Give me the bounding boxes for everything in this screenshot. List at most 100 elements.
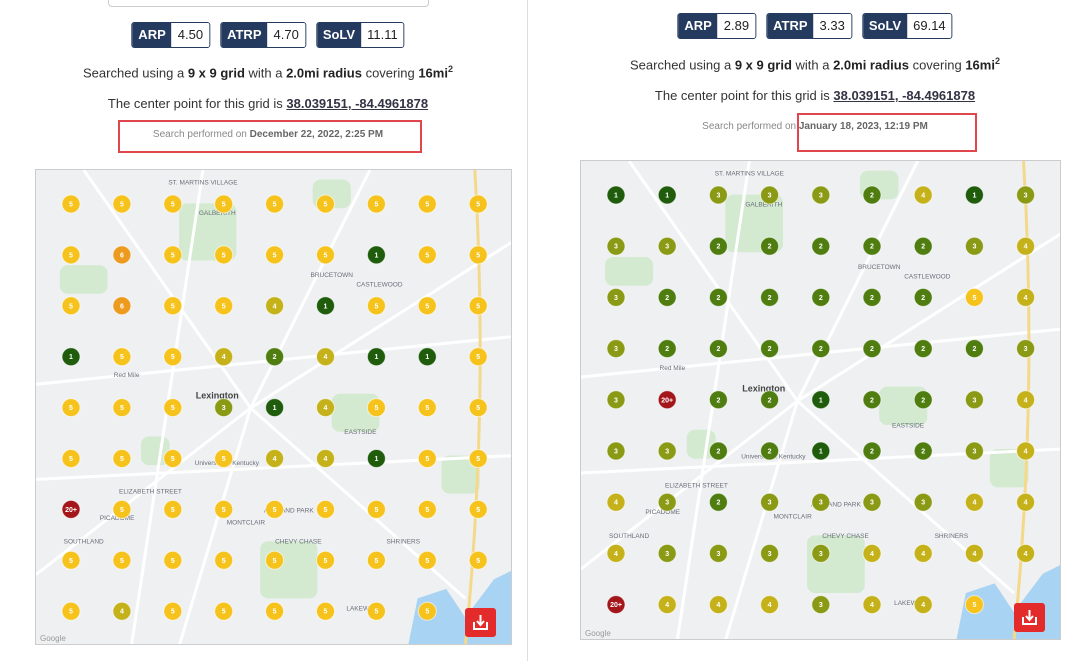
rank-pin[interactable] [468, 550, 488, 570]
rank-pin[interactable] [760, 339, 780, 359]
rank-pin[interactable] [862, 339, 882, 359]
search-input[interactable] [108, 0, 429, 7]
rank-pin[interactable] [417, 296, 437, 316]
rank-pin[interactable] [708, 185, 728, 205]
rank-pin[interactable] [366, 296, 386, 316]
rank-pin[interactable] [606, 390, 626, 410]
rank-pin[interactable] [657, 236, 677, 256]
rank-pin[interactable] [811, 390, 831, 410]
rank-pin[interactable] [964, 390, 984, 410]
rank-pin[interactable] [163, 550, 183, 570]
rank-pin[interactable] [163, 296, 183, 316]
rank-pin[interactable] [657, 339, 677, 359]
rank-pin[interactable] [606, 441, 626, 461]
rank-pin[interactable] [468, 398, 488, 418]
rank-pin[interactable] [606, 492, 626, 512]
rank-pin[interactable] [1016, 339, 1036, 359]
rank-pin[interactable] [214, 194, 234, 214]
rank-pin[interactable] [265, 601, 285, 621]
rank-pin[interactable] [708, 236, 728, 256]
rank-pin[interactable] [366, 601, 386, 621]
download-button[interactable] [1014, 603, 1045, 632]
rank-pin[interactable] [316, 601, 335, 621]
rank-pin[interactable] [964, 339, 984, 359]
rank-pin[interactable] [811, 492, 831, 512]
rank-pin[interactable] [112, 499, 132, 519]
rank-pin[interactable] [760, 441, 780, 461]
rank-pin[interactable] [61, 296, 81, 316]
rank-pin[interactable] [468, 296, 488, 316]
rank-pin[interactable] [366, 398, 386, 418]
rank-pin[interactable] [112, 296, 132, 316]
rank-pin[interactable] [366, 550, 386, 570]
coordinates-link[interactable]: 38.039151, -84.4961878 [833, 88, 976, 103]
rank-pin[interactable] [163, 398, 183, 418]
rank-pin[interactable] [265, 347, 285, 367]
rank-pin[interactable] [606, 595, 626, 615]
rank-pin[interactable] [811, 185, 831, 205]
rank-pin[interactable] [913, 390, 933, 410]
rank-pin[interactable] [1016, 236, 1036, 256]
rank-pin[interactable] [417, 194, 437, 214]
rank-pin[interactable] [760, 236, 780, 256]
rank-pin[interactable] [214, 245, 234, 265]
rank-pin[interactable] [708, 339, 728, 359]
rank-pin[interactable] [163, 347, 183, 367]
rank-pin[interactable] [862, 543, 882, 563]
rank-pin[interactable] [811, 236, 831, 256]
rank-pin[interactable] [316, 194, 335, 214]
rank-pin[interactable] [163, 499, 183, 519]
rank-pin[interactable] [366, 499, 386, 519]
rank-pin[interactable] [862, 595, 882, 615]
rank-pin[interactable] [417, 601, 437, 621]
rank-pin[interactable] [811, 595, 831, 615]
rank-pin[interactable] [913, 543, 933, 563]
download-button[interactable] [465, 608, 496, 637]
rank-pin[interactable] [708, 492, 728, 512]
rank-pin[interactable] [61, 398, 81, 418]
rank-pin[interactable] [964, 185, 984, 205]
rank-pin[interactable] [964, 236, 984, 256]
rank-pin[interactable] [1016, 492, 1036, 512]
rank-pin[interactable] [862, 287, 882, 307]
rank-pin[interactable] [657, 185, 677, 205]
rank-pin[interactable] [862, 236, 882, 256]
rank-pin[interactable] [708, 441, 728, 461]
rank-pin[interactable] [862, 185, 882, 205]
rank-pin[interactable] [811, 543, 831, 563]
rank-pin[interactable] [366, 347, 386, 367]
rank-pin[interactable] [811, 441, 831, 461]
rank-pin[interactable] [708, 287, 728, 307]
rank-pin[interactable] [708, 390, 728, 410]
rank-pin[interactable] [606, 236, 626, 256]
rank-pin[interactable] [61, 194, 81, 214]
rank-pin[interactable] [913, 339, 933, 359]
rank-pin[interactable] [316, 347, 335, 367]
rank-pin[interactable] [913, 441, 933, 461]
rank-pin[interactable] [112, 601, 132, 621]
rank-pin[interactable] [316, 398, 335, 418]
rank-pin[interactable] [964, 543, 984, 563]
rank-pin[interactable] [163, 449, 183, 468]
rank-pin[interactable] [657, 287, 677, 307]
rank-pin[interactable] [708, 595, 728, 615]
rank-pin[interactable] [657, 543, 677, 563]
rank-pin[interactable] [61, 245, 81, 265]
rank-pin[interactable] [417, 550, 437, 570]
rank-pin[interactable] [214, 296, 234, 316]
rank-pin[interactable] [163, 194, 183, 214]
rank-pin[interactable] [316, 296, 335, 316]
rank-pin[interactable] [760, 492, 780, 512]
rank-pin[interactable] [265, 499, 285, 519]
rank-pin[interactable] [708, 543, 728, 563]
rank-pin[interactable] [468, 245, 488, 265]
rank-pin[interactable] [964, 441, 984, 461]
rank-pin[interactable] [265, 550, 285, 570]
rank-pin[interactable] [316, 499, 335, 519]
rank-pin[interactable] [606, 339, 626, 359]
rank-pin[interactable] [606, 543, 626, 563]
rank-pin[interactable] [657, 390, 677, 410]
rank-pin[interactable] [811, 287, 831, 307]
rank-pin[interactable] [657, 492, 677, 512]
rank-pin[interactable] [112, 449, 132, 468]
